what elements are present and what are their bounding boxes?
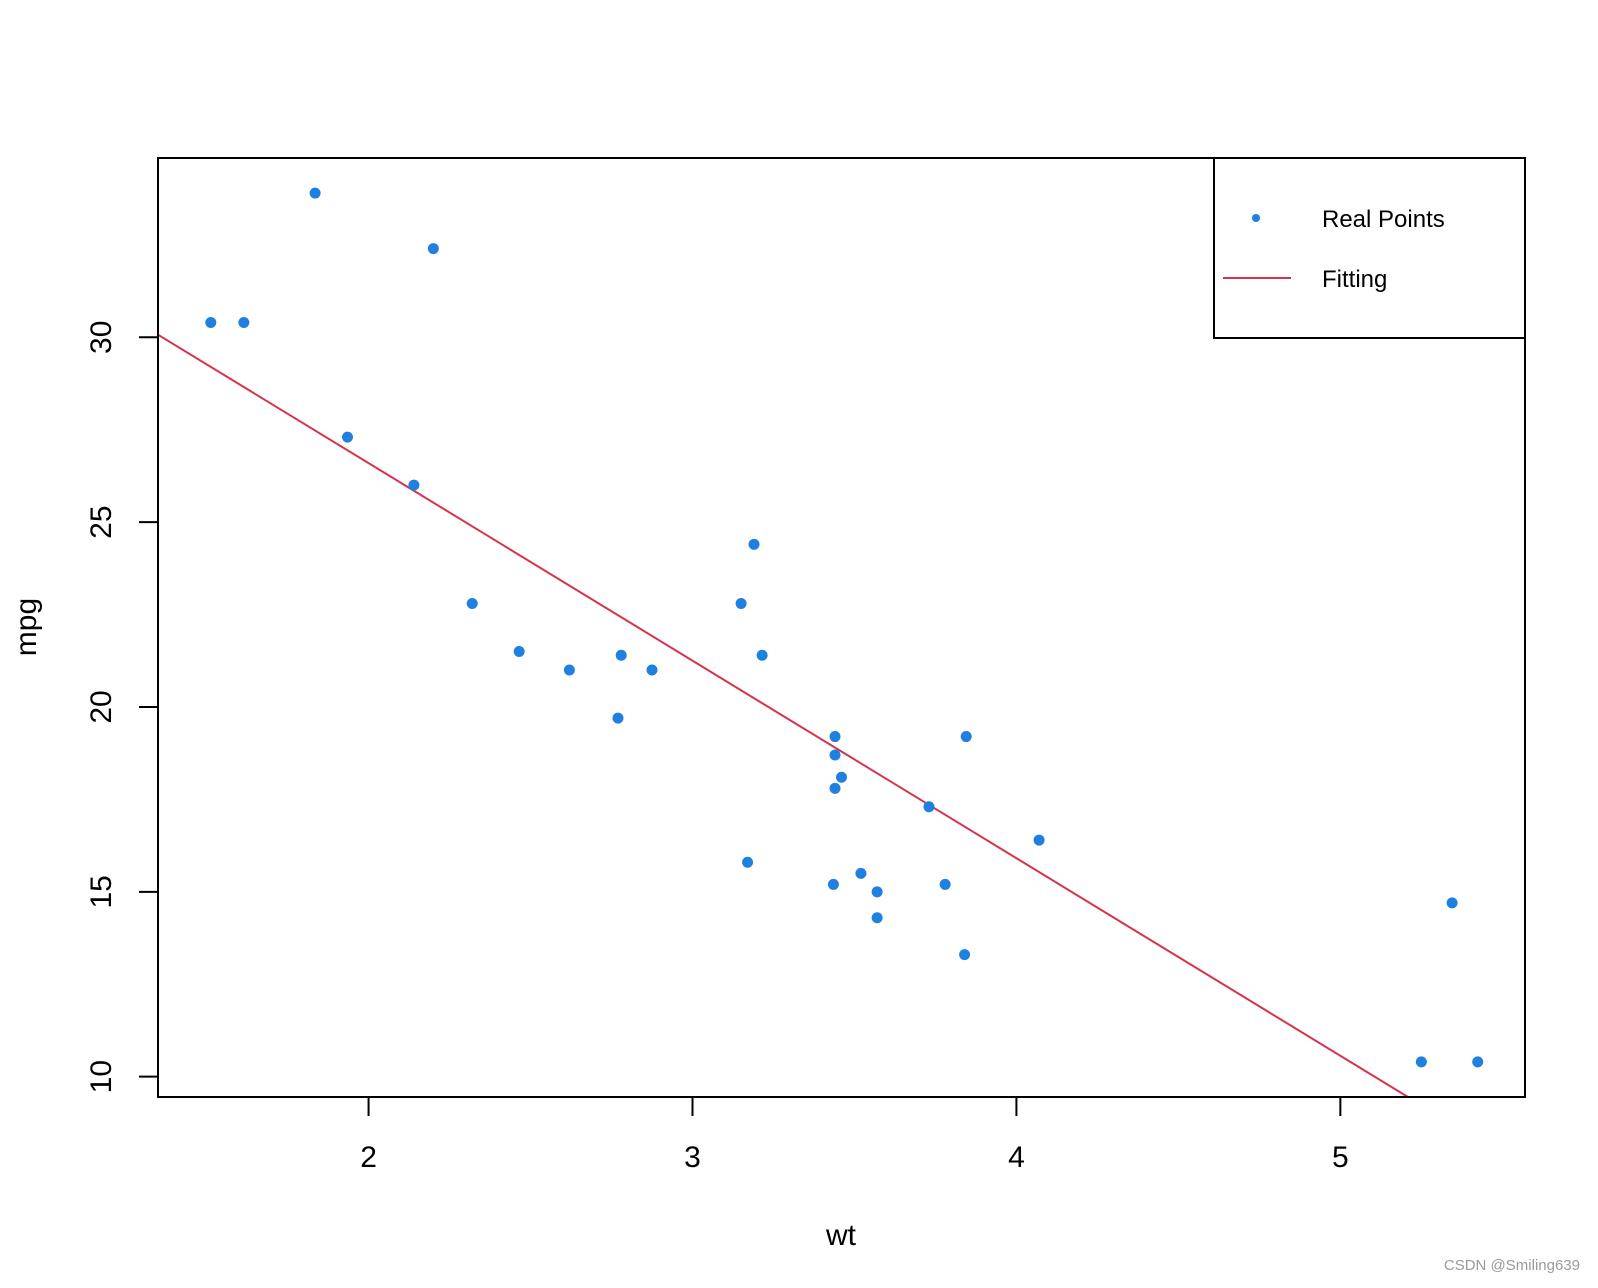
data-point <box>205 317 217 329</box>
data-point <box>871 886 883 898</box>
data-point <box>1446 897 1458 909</box>
data-point <box>1415 1056 1427 1068</box>
data-point <box>871 912 883 924</box>
data-point <box>1472 1056 1484 1068</box>
data-point <box>238 317 250 329</box>
data-point <box>513 646 525 658</box>
data-point <box>923 801 935 813</box>
data-point <box>309 187 321 199</box>
y-axis-title: mpg <box>10 598 43 656</box>
data-point <box>742 856 754 868</box>
data-point <box>829 782 841 794</box>
data-point <box>748 538 760 550</box>
y-tick-label: 10 <box>85 1060 118 1093</box>
x-tick-label: 4 <box>1008 1141 1025 1174</box>
data-point <box>612 712 624 724</box>
data-points-layer <box>205 187 1484 1068</box>
data-point <box>855 867 867 879</box>
data-point <box>735 597 747 609</box>
y-tick-label: 20 <box>85 690 118 723</box>
fitting-line-layer <box>158 333 1410 1097</box>
data-point <box>466 597 478 609</box>
data-point <box>829 749 841 761</box>
y-tick-label: 30 <box>85 321 118 354</box>
legend-box <box>1213 157 1526 339</box>
data-point <box>1033 834 1045 846</box>
x-tick-label: 3 <box>684 1141 701 1174</box>
legend: Real Points Fitting <box>1213 157 1526 339</box>
data-point <box>408 479 420 491</box>
data-point <box>756 649 768 661</box>
x-tick-label: 2 <box>360 1141 377 1174</box>
y-tick-label: 25 <box>85 505 118 538</box>
watermark: CSDN @Smiling639 <box>1443 1257 1580 1274</box>
data-point <box>829 731 841 743</box>
data-point <box>615 649 627 661</box>
legend-label-real-points: Real Points <box>1322 206 1445 233</box>
fitting-line <box>158 333 1410 1097</box>
data-point <box>427 243 439 255</box>
y-tick-label: 15 <box>85 875 118 908</box>
x-tick-label: 5 <box>1332 1141 1349 1174</box>
legend-label-fitting: Fitting <box>1322 266 1387 293</box>
legend-point-marker <box>1252 214 1260 222</box>
data-point <box>960 731 972 743</box>
data-point <box>959 949 971 961</box>
x-axis: 2 3 4 5 <box>360 1096 1349 1174</box>
y-axis: 10 15 20 25 30 <box>85 321 159 1093</box>
data-point <box>827 878 839 890</box>
data-point <box>836 771 847 783</box>
data-point <box>939 878 951 890</box>
x-axis-title: wt <box>825 1219 857 1252</box>
data-point <box>563 664 575 676</box>
data-point <box>646 664 658 676</box>
data-point <box>342 431 354 443</box>
